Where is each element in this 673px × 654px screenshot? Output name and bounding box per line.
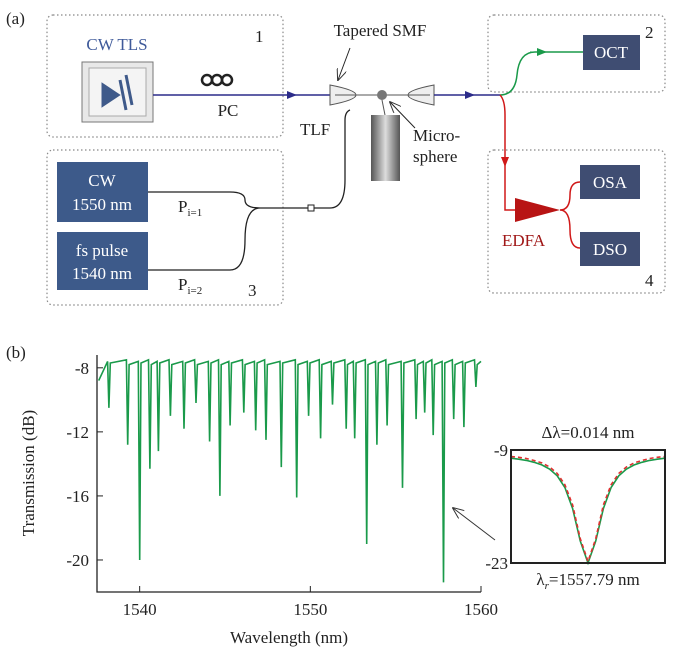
x-tick-label: 1540	[123, 600, 157, 619]
instrument-label: OCT	[594, 43, 629, 62]
polarization-controller	[200, 73, 234, 87]
pc-label: PC	[218, 101, 239, 120]
inset-frame	[510, 449, 666, 564]
y-tick-label: -8	[75, 359, 89, 378]
laser-face	[88, 67, 147, 117]
series-line	[510, 457, 666, 566]
module-number: 3	[248, 281, 257, 300]
series-line	[510, 455, 666, 564]
symbol: P	[178, 275, 187, 294]
pointer	[338, 47, 351, 80]
symbol: λ	[536, 570, 545, 589]
holder	[371, 115, 400, 181]
y-axis-label: Transmission (dB)	[19, 410, 38, 536]
amplifier	[515, 198, 560, 222]
y-tick-label: -16	[66, 487, 89, 506]
fiber	[499, 94, 515, 211]
spectrum-chart: (b) Wavelength (nm) Transmission (dB) Δλ…	[6, 343, 666, 647]
instrument-label: DSO	[593, 240, 627, 259]
edfa-label: EDFA	[502, 231, 546, 250]
series-line	[97, 358, 482, 583]
text: =1557.79 nm	[549, 570, 640, 589]
x-tick-label: 1550	[293, 600, 327, 619]
instrument-label: OSA	[593, 173, 628, 192]
power-label: Pi=1	[178, 197, 202, 219]
instrument	[580, 165, 640, 199]
module-number: 2	[645, 23, 654, 42]
subscript: i=2	[187, 285, 202, 297]
y-tick-label: -23	[485, 554, 508, 573]
annotation: λr=1557.79 nm	[536, 570, 639, 592]
laser-label: 1550 nm	[72, 195, 132, 214]
pointer	[390, 102, 416, 129]
x-tick-label: 1560	[464, 600, 498, 619]
y-tick-label: -12	[66, 423, 89, 442]
symbol: P	[178, 197, 187, 216]
panel-label: (b)	[6, 343, 26, 362]
module-box	[487, 149, 666, 294]
laser-label: CW TLS	[86, 35, 147, 54]
subscript: r	[545, 580, 550, 592]
laser-label: CW	[88, 171, 116, 190]
y-tick-label: -9	[494, 441, 508, 460]
microsphere	[377, 90, 387, 100]
fiber	[559, 181, 581, 249]
laser-label: 1540 nm	[72, 264, 132, 283]
fiber	[499, 51, 583, 96]
stem	[381, 99, 386, 116]
module-box	[46, 14, 284, 138]
coupler	[307, 204, 315, 212]
setup-diagram: (a) 1 2 3 4 CW TLS PC Tapered SMF TLF Mi…	[6, 9, 666, 306]
sphere-label: sphere	[413, 147, 457, 166]
sphere-label: Micro-	[413, 126, 461, 145]
panel-label: (a)	[6, 9, 25, 28]
annotation: Δλ=0.014 nm	[542, 423, 635, 442]
x-axis-label: Wavelength (nm)	[230, 628, 348, 647]
instrument	[583, 35, 640, 70]
module-number: 4	[645, 271, 654, 290]
laser	[57, 232, 148, 290]
power-label: Pi=2	[178, 275, 202, 297]
fiber	[148, 109, 351, 271]
taper-label: Tapered SMF	[334, 21, 427, 40]
axis	[96, 355, 481, 593]
instrument	[580, 232, 640, 266]
y-tick-label: -20	[66, 551, 89, 570]
module-box	[46, 149, 284, 306]
laser-icon	[101, 74, 134, 111]
laser-label: fs pulse	[76, 241, 128, 260]
tlf-label: TLF	[300, 120, 330, 139]
module-number: 1	[255, 27, 264, 46]
subscript: i=1	[187, 207, 202, 219]
pointer	[453, 508, 496, 541]
laser	[57, 162, 148, 222]
